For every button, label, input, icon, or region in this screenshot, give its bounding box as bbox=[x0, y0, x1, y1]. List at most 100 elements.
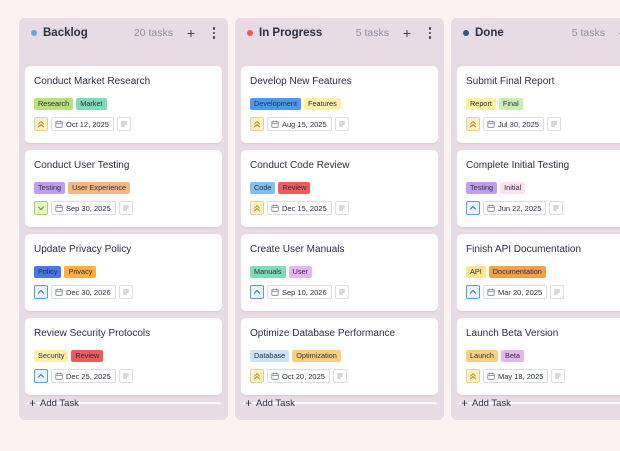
calendar-icon bbox=[55, 204, 63, 212]
card-footer: May 18, 2025 bbox=[466, 369, 566, 383]
double-chevron-up-icon[interactable] bbox=[34, 117, 48, 131]
tag: Features bbox=[304, 98, 341, 110]
task-card[interactable]: Conduct Market Research Research Market Oct… bbox=[25, 66, 222, 143]
description-lines-icon[interactable] bbox=[551, 369, 566, 383]
description-lines-icon[interactable] bbox=[116, 117, 131, 131]
add-task-icon[interactable]: + bbox=[186, 25, 196, 41]
tag-list: Policy Privacy bbox=[34, 266, 97, 278]
chevron-up-icon[interactable] bbox=[466, 201, 480, 215]
description-lines-icon[interactable] bbox=[332, 369, 347, 383]
description-lines-icon[interactable] bbox=[546, 117, 561, 131]
task-title: Conduct Market Research bbox=[34, 76, 151, 87]
due-date[interactable]: May 18, 2025 bbox=[483, 369, 549, 383]
double-chevron-up-icon[interactable] bbox=[250, 117, 264, 131]
card-footer: Dec 25, 2025 bbox=[34, 369, 133, 383]
tag-list: Development Features bbox=[250, 98, 341, 110]
task-title: Launch Beta Version bbox=[466, 328, 559, 339]
double-chevron-up-icon[interactable] bbox=[250, 201, 264, 215]
double-chevron-up-icon[interactable] bbox=[250, 369, 264, 383]
due-date[interactable]: Jun 22, 2025 bbox=[483, 201, 547, 215]
task-title: Complete Initial Testing bbox=[466, 160, 570, 171]
due-date[interactable]: Dec 30, 2026 bbox=[51, 285, 116, 299]
chevron-down-icon[interactable] bbox=[34, 201, 48, 215]
card-footer: Mar 20, 2025 bbox=[466, 285, 565, 299]
card-footer: Jul 30, 2025 bbox=[466, 117, 561, 131]
task-card[interactable]: Finish API Documentation API Documentation… bbox=[457, 234, 620, 311]
description-lines-icon[interactable] bbox=[334, 117, 349, 131]
description-lines-icon[interactable] bbox=[334, 201, 349, 215]
due-date-text: Aug 15, 2025 bbox=[282, 119, 327, 129]
chevron-up-icon[interactable] bbox=[466, 285, 480, 299]
description-lines-icon[interactable] bbox=[118, 201, 133, 215]
card-footer: Oct 20, 2025 bbox=[250, 369, 347, 383]
task-card[interactable]: Review Security Protocols Security Review D… bbox=[25, 318, 222, 395]
add-task-button[interactable]: + Add Task bbox=[245, 397, 295, 409]
add-task-button[interactable]: + Add Task bbox=[29, 397, 79, 409]
card-footer: Aug 15, 2025 bbox=[250, 117, 349, 131]
task-count: 5 tasks bbox=[355, 27, 389, 39]
due-date[interactable]: Sep 10, 2026 bbox=[267, 285, 332, 299]
double-chevron-up-icon[interactable] bbox=[466, 369, 480, 383]
task-card-partial bbox=[457, 402, 620, 404]
description-lines-icon[interactable] bbox=[334, 285, 349, 299]
column-backlog: Backlog 20 tasks + Conduct Market Research R… bbox=[19, 18, 228, 420]
more-vertical-icon[interactable] bbox=[425, 27, 435, 39]
tag: API bbox=[466, 266, 486, 278]
task-card[interactable]: Conduct Code Review Code Review Dec 15, 202… bbox=[241, 150, 438, 227]
add-task-label: Add Task bbox=[256, 397, 295, 409]
calendar-icon bbox=[271, 372, 279, 380]
calendar-icon bbox=[55, 288, 63, 296]
card-footer: Dec 30, 2026 bbox=[34, 285, 133, 299]
due-date-text: Dec 15, 2025 bbox=[282, 203, 327, 213]
chevron-up-icon[interactable] bbox=[250, 285, 264, 299]
due-date-text: Jun 22, 2025 bbox=[498, 203, 542, 213]
add-task-icon[interactable]: + bbox=[402, 25, 412, 41]
task-card[interactable]: Submit Final Report Report Final Jul 30, 20… bbox=[457, 66, 620, 143]
task-card-partial bbox=[241, 402, 438, 404]
due-date[interactable]: Mar 20, 2025 bbox=[483, 285, 548, 299]
due-date-text: Jul 30, 2025 bbox=[498, 119, 539, 129]
due-date-text: Dec 25, 2025 bbox=[66, 371, 111, 381]
task-card[interactable]: Update Privacy Policy Policy Privacy Dec 30… bbox=[25, 234, 222, 311]
due-date[interactable]: Oct 20, 2025 bbox=[267, 369, 330, 383]
task-card[interactable]: Develop New Features Development Features A… bbox=[241, 66, 438, 143]
tag: Testing bbox=[34, 182, 66, 194]
description-lines-icon[interactable] bbox=[118, 369, 133, 383]
calendar-icon bbox=[271, 288, 279, 296]
tag: Code bbox=[250, 182, 276, 194]
description-lines-icon[interactable] bbox=[118, 285, 133, 299]
due-date[interactable]: Oct 12, 2025 bbox=[51, 117, 114, 131]
double-chevron-up-icon[interactable] bbox=[466, 117, 480, 131]
calendar-icon bbox=[487, 288, 495, 296]
description-lines-icon[interactable] bbox=[550, 285, 565, 299]
task-card[interactable]: Conduct User Testing Testing User Experien… bbox=[25, 150, 222, 227]
add-task-icon[interactable]: + bbox=[617, 26, 620, 40]
column-header: Backlog 20 tasks + bbox=[19, 18, 228, 48]
status-dot bbox=[31, 30, 37, 36]
due-date[interactable]: Dec 25, 2025 bbox=[51, 369, 116, 383]
due-date-text: Dec 30, 2026 bbox=[66, 287, 111, 297]
column-title: Backlog bbox=[43, 27, 88, 39]
tag: Review bbox=[71, 350, 104, 362]
card-footer: Jun 22, 2025 bbox=[466, 201, 564, 215]
add-task-button[interactable]: + Add Task bbox=[461, 397, 511, 409]
task-card[interactable]: Complete Initial Testing Testing Initial Ju… bbox=[457, 150, 620, 227]
more-vertical-icon[interactable] bbox=[209, 27, 219, 39]
tag: Initial bbox=[500, 182, 526, 194]
task-card[interactable]: Optimize Database Performance Database Opt… bbox=[241, 318, 438, 395]
tag-list: API Documentation bbox=[466, 266, 546, 278]
chevron-up-icon[interactable] bbox=[34, 285, 48, 299]
task-card[interactable]: Create User Manuals Manuals User Sep 10, 20… bbox=[241, 234, 438, 311]
due-date[interactable]: Aug 15, 2025 bbox=[267, 117, 332, 131]
due-date[interactable]: Sep 30, 2025 bbox=[51, 201, 116, 215]
task-title: Conduct Code Review bbox=[250, 160, 350, 171]
task-title: Review Security Protocols bbox=[34, 328, 151, 339]
card-footer: Sep 30, 2025 bbox=[34, 201, 133, 215]
tag: Final bbox=[498, 98, 523, 110]
description-lines-icon[interactable] bbox=[549, 201, 564, 215]
task-card[interactable]: Launch Beta Version Launch Beta May 18, 202… bbox=[457, 318, 620, 395]
due-date[interactable]: Jul 30, 2025 bbox=[483, 117, 544, 131]
due-date[interactable]: Dec 15, 2025 bbox=[267, 201, 332, 215]
chevron-up-icon[interactable] bbox=[34, 369, 48, 383]
tag: Optimization bbox=[292, 350, 341, 362]
